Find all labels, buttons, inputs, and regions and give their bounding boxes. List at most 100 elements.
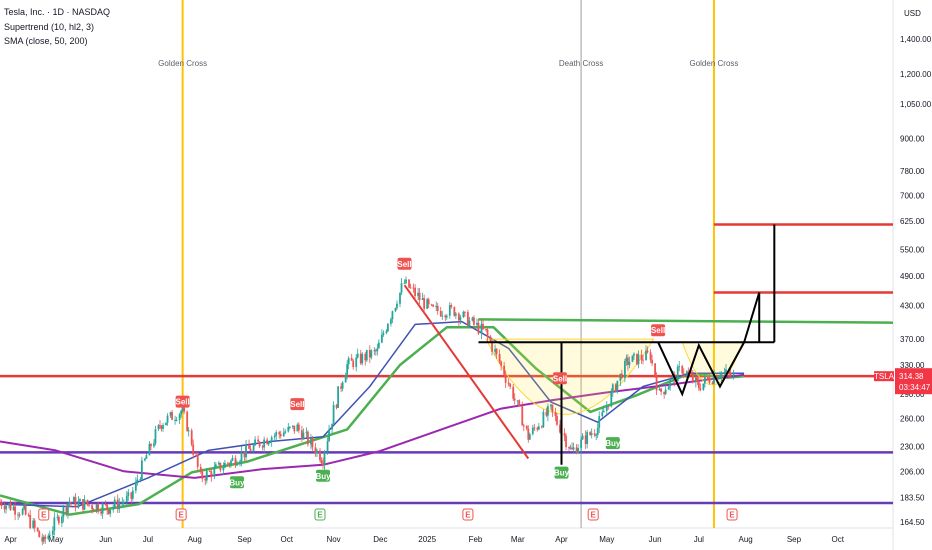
candle-body <box>224 462 226 468</box>
signal-badge <box>651 324 666 337</box>
candle-body <box>408 279 410 288</box>
candle-body <box>394 307 397 312</box>
candle-body <box>439 310 442 317</box>
y-tick-label: 430.00 <box>900 301 925 310</box>
candle-body <box>435 305 438 307</box>
symbol-tag-badge <box>874 371 894 382</box>
candle-body <box>584 435 587 444</box>
x-tick-label: 2025 <box>418 535 436 544</box>
candle-body <box>640 354 643 360</box>
candle-body <box>17 514 20 516</box>
candle-body <box>140 460 143 479</box>
candle-body <box>183 405 186 412</box>
x-tick-label: Aug <box>739 535 753 544</box>
candle-body <box>432 304 435 307</box>
candle-body <box>486 329 489 337</box>
candle-body <box>65 506 68 513</box>
candle-body <box>74 497 77 508</box>
candle-body <box>275 432 278 436</box>
earnings-marker: E <box>726 508 738 521</box>
x-tick-label: Nov <box>326 535 340 544</box>
candle-body <box>165 422 167 426</box>
candle-body <box>625 357 628 361</box>
candle-body <box>667 386 670 390</box>
candle-body <box>462 311 465 318</box>
candle-body <box>723 371 726 373</box>
signal-text: Buy <box>229 478 245 487</box>
symbol-title[interactable]: Tesla, Inc. · 1D · NASDAQ <box>4 7 111 17</box>
indicator-sma-legend[interactable]: SMA (close, 50, 200) <box>4 36 88 46</box>
earnings-badge <box>38 508 50 521</box>
candle-body <box>391 311 394 320</box>
candle-body <box>227 462 229 464</box>
earnings-text: E <box>729 511 735 520</box>
candle-body <box>267 442 270 445</box>
candle-body <box>86 499 89 505</box>
x-tick-label: Apr <box>4 535 17 544</box>
candle-body <box>565 435 567 448</box>
candle-body <box>328 429 330 442</box>
candle-body <box>719 376 721 378</box>
candle-body <box>563 433 566 436</box>
x-tick-label: Oct <box>281 535 294 544</box>
candle-body <box>228 463 231 465</box>
candle-body <box>263 439 266 448</box>
candle-body <box>341 382 344 389</box>
signal-badge <box>175 395 190 408</box>
candle-body <box>332 404 335 424</box>
candle-body <box>374 350 377 352</box>
candle-body <box>436 305 439 311</box>
candle-body <box>346 364 349 376</box>
earnings-badge <box>462 508 474 521</box>
candle-body <box>707 377 709 379</box>
candle-body <box>60 516 63 524</box>
candle-body <box>159 425 161 427</box>
candle-body <box>454 313 457 316</box>
candle-body <box>359 353 362 364</box>
candle-body <box>243 451 246 458</box>
earnings-badge <box>587 508 599 521</box>
candle-body <box>352 360 355 367</box>
signal-buy-label: Buy <box>229 476 245 489</box>
candle-body <box>230 460 232 465</box>
candle-body <box>554 411 557 417</box>
series-sma200-line <box>0 373 745 479</box>
candle-body <box>547 406 549 416</box>
candle-body <box>716 375 718 380</box>
candle-body <box>444 315 447 318</box>
candle-body <box>316 450 318 454</box>
x-tick-label: Feb <box>469 535 483 544</box>
candle-body <box>252 445 255 451</box>
candle-body <box>503 365 506 375</box>
candle-body <box>180 410 183 415</box>
candle-body <box>287 426 290 432</box>
candle-body <box>445 315 448 318</box>
earnings-text: E <box>41 511 47 520</box>
candle-body <box>279 434 282 437</box>
candle-body <box>500 361 503 366</box>
candle-body <box>192 444 195 455</box>
candle-body <box>412 287 415 289</box>
vertical-marker-label: Golden Cross <box>158 59 207 68</box>
y-tick-label: 370.00 <box>900 335 925 344</box>
candle-body <box>651 359 653 364</box>
indicator-supertrend-legend[interactable]: Supertrend (10, hl2, 3) <box>4 22 95 32</box>
candle-body <box>711 382 714 384</box>
candle-body <box>213 467 216 477</box>
x-tick-label: Apr <box>555 535 568 544</box>
candle-body <box>441 315 444 317</box>
candle-body <box>239 461 241 464</box>
candle-body <box>130 492 133 499</box>
candle-body <box>699 388 702 390</box>
signal-buy-label: Buy <box>315 469 331 482</box>
candle-body <box>471 317 474 321</box>
y-tick-label: 330.00 <box>900 361 925 370</box>
candle-body <box>319 450 321 461</box>
candle-body <box>300 430 303 440</box>
candle-body <box>33 520 36 528</box>
candle-body <box>131 490 134 499</box>
x-tick-label: Jun <box>649 535 662 544</box>
candle-body <box>335 404 338 408</box>
